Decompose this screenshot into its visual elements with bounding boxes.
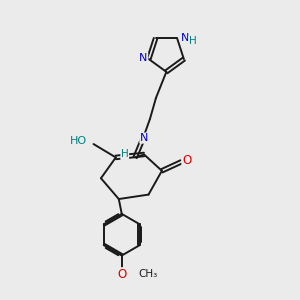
Text: N: N [140, 133, 148, 143]
Text: O: O [182, 154, 191, 167]
Text: O: O [117, 268, 126, 281]
Text: N: N [181, 33, 190, 43]
Text: HO: HO [70, 136, 87, 146]
Text: CH₃: CH₃ [138, 269, 158, 279]
Text: N: N [139, 52, 148, 63]
Text: H: H [189, 37, 196, 46]
Text: H: H [121, 149, 129, 160]
